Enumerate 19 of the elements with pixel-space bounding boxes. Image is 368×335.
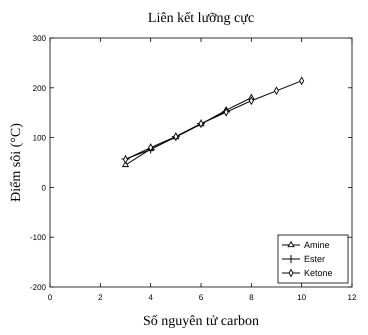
legend-label: Ester [304, 254, 326, 264]
legend-label: Amine [304, 240, 330, 250]
y-tick-label: -100 [30, 233, 47, 242]
y-tick-label: 300 [32, 34, 47, 43]
y-axis-title: Điểm sôi (°C) [9, 122, 24, 202]
chart-title: Liên kết lưỡng cực [148, 11, 254, 26]
x-tick-label: 10 [297, 293, 307, 302]
x-tick-label: 0 [48, 293, 53, 302]
legend-label: Ketone [304, 268, 333, 278]
y-tick-label: 200 [32, 84, 47, 93]
y-tick-label: -200 [30, 283, 47, 292]
x-axis-title: Số nguyên tử carbon [142, 314, 260, 329]
x-tick-label: 8 [249, 293, 254, 302]
x-tick-label: 4 [148, 293, 154, 302]
x-tick-label: 12 [348, 293, 357, 302]
y-tick-label: 100 [32, 134, 47, 143]
y-tick-label: 0 [42, 183, 47, 192]
x-tick-label: 6 [198, 293, 204, 302]
x-tick-label: 2 [98, 293, 104, 302]
